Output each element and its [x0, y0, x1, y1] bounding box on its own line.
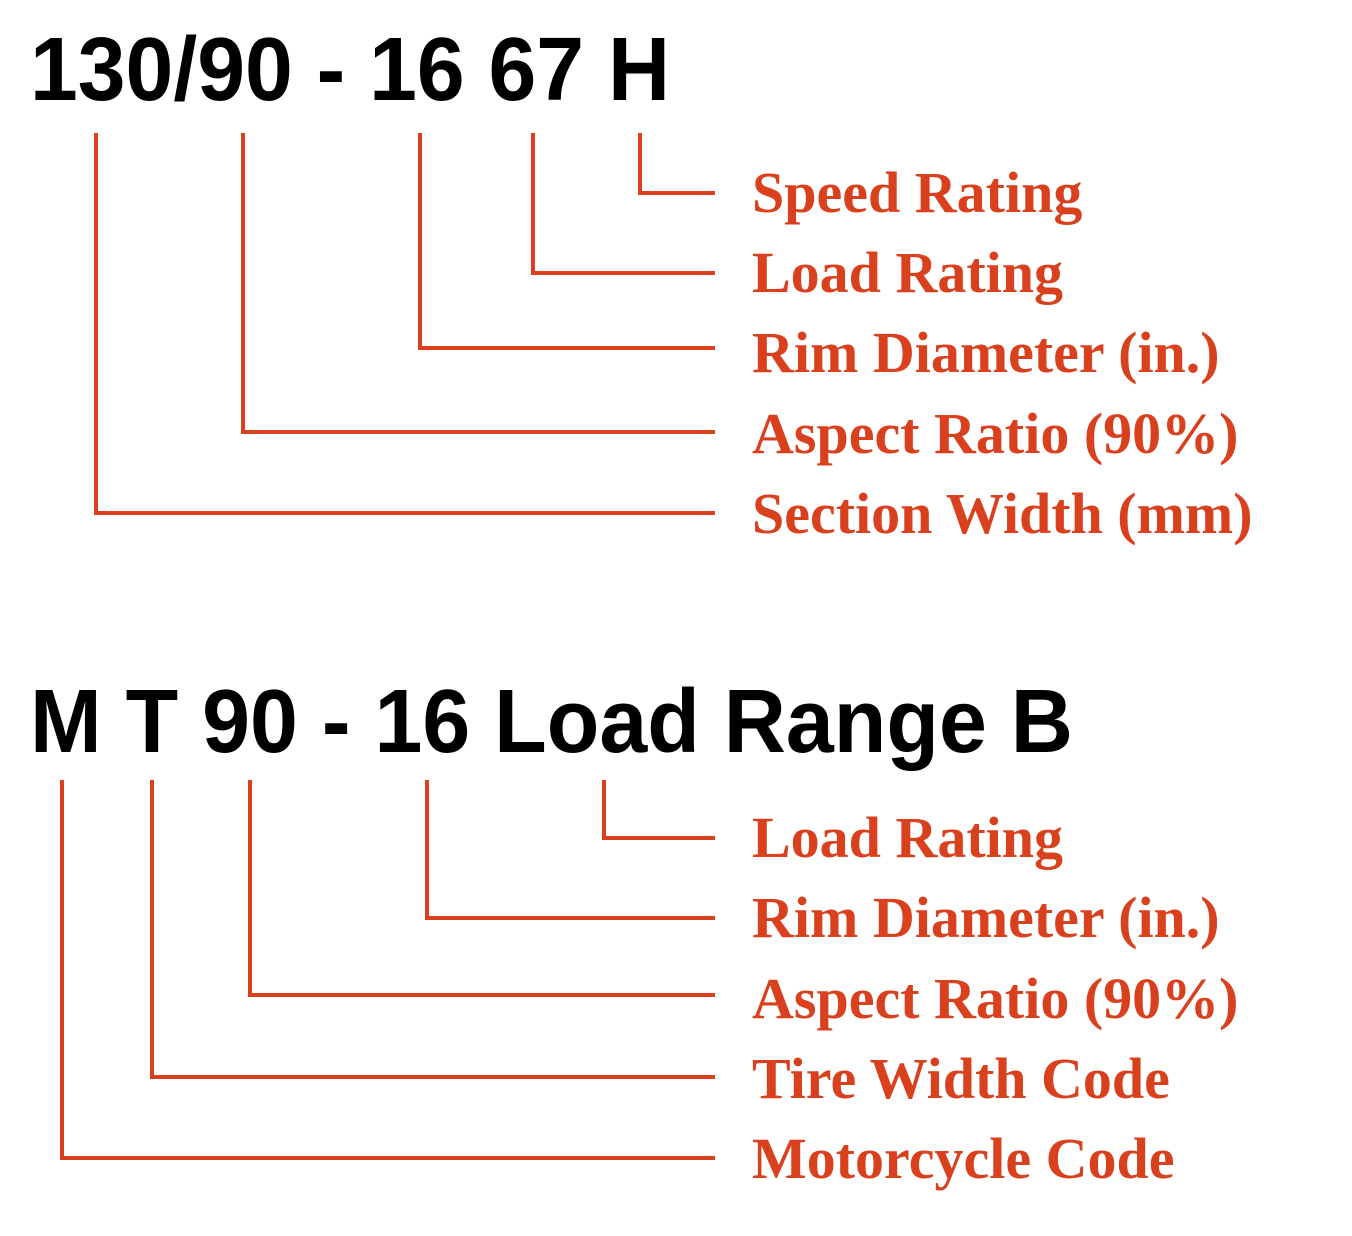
tire-code-text: M T 90 - 16 Load Range B — [30, 672, 1073, 772]
label-aspect-ratio: Aspect Ratio (90%) — [752, 966, 1238, 1031]
tire-code-text: 130/90 - 16 67 H — [30, 20, 670, 120]
connector-aspect-ratio — [241, 133, 715, 434]
label-section-width: Section Width (mm) — [752, 481, 1253, 546]
label-load-rating: Load Rating — [752, 805, 1063, 870]
connector-load-rating — [531, 133, 715, 275]
connector-rim-diameter — [418, 133, 715, 350]
connector-section-width — [94, 133, 715, 515]
label-rim-diameter: Rim Diameter (in.) — [752, 320, 1220, 385]
connector-load-rating — [602, 780, 715, 840]
connector-rim-diameter — [425, 780, 715, 920]
label-tire-width-code: Tire Width Code — [752, 1046, 1170, 1111]
label-motorcycle-code: Motorcycle Code — [752, 1126, 1174, 1191]
label-load-rating: Load Rating — [752, 240, 1063, 305]
connector-speed-rating — [638, 133, 715, 195]
label-rim-diameter: Rim Diameter (in.) — [752, 885, 1220, 950]
connector-aspect-ratio — [248, 780, 715, 997]
diagram-top: 130/90 - 16 67 H Speed Rating Load Ratin… — [30, 20, 1253, 546]
label-speed-rating: Speed Rating — [752, 160, 1082, 225]
diagram-bottom: M T 90 - 16 Load Range B Load Rating Rim… — [30, 672, 1238, 1191]
connector-motorcycle-code — [60, 780, 715, 1160]
label-aspect-ratio: Aspect Ratio (90%) — [752, 401, 1238, 466]
connector-tire-width-code — [150, 780, 715, 1079]
